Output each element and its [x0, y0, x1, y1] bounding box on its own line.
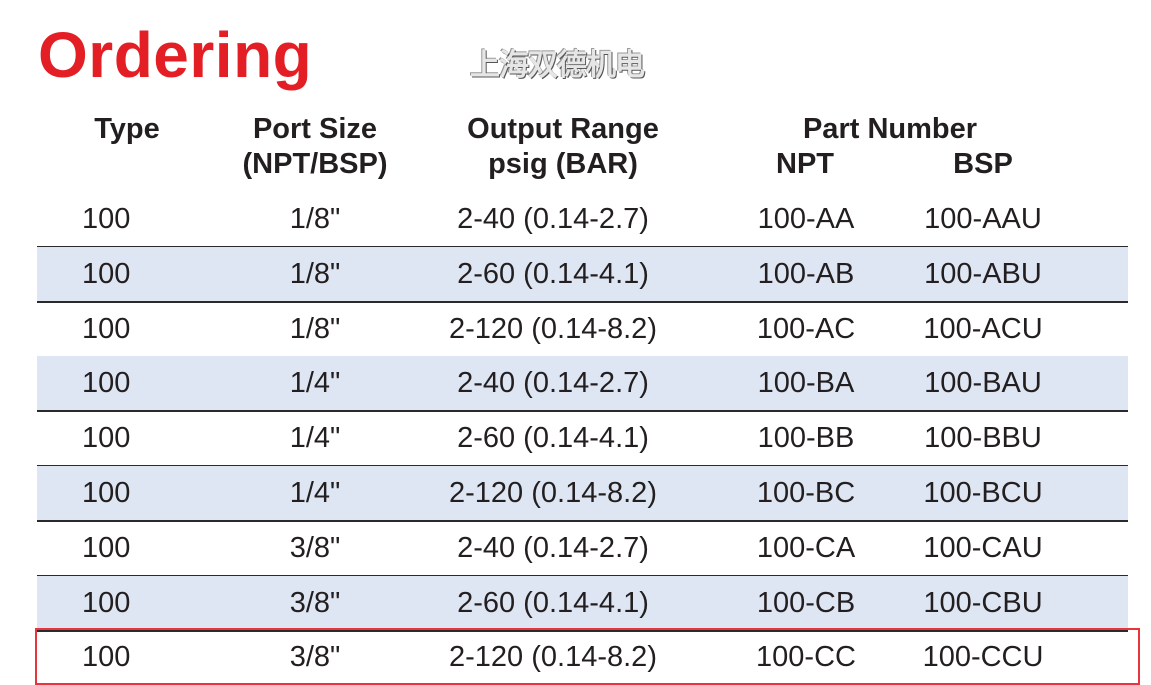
- cell-type: 100: [82, 367, 131, 400]
- cell-port-size: 3/8": [289, 586, 341, 619]
- cell-output-range: 2-120 (0.14-8.2): [449, 641, 657, 674]
- cell-npt-part: 100-CC: [756, 641, 856, 674]
- cell-output-range: 2-120 (0.14-8.2): [449, 477, 657, 509]
- cell-npt-part: 100-AA: [757, 203, 855, 235]
- header-output-range-sub: psig (BAR): [488, 148, 638, 180]
- highlight-box: [35, 628, 1140, 685]
- table-row: 100 3/8" 2-40 (0.14-2.7) 100-CA 100-CAU: [37, 521, 1128, 577]
- header-port-size: Port Size (NPT/BSP): [215, 112, 415, 182]
- cell-output-range: 2-60 (0.14-4.1): [457, 257, 649, 290]
- header-port-size-label: Port Size: [252, 113, 378, 145]
- cell-type: 100: [82, 422, 131, 455]
- header-type: Type: [94, 113, 160, 145]
- cell-port-size: 1/8": [289, 312, 341, 345]
- table-row: 100 3/8" 2-60 (0.14-4.1) 100-CB 100-CBU: [37, 575, 1128, 632]
- header-npt: NPT: [776, 148, 834, 180]
- cell-bsp-part: 100-BAU: [924, 367, 1042, 400]
- cell-type: 100: [82, 641, 131, 674]
- header-part-number: Part Number: [802, 113, 978, 145]
- cell-bsp-part: 100-CAU: [923, 531, 1043, 564]
- header-output-range-label: Output Range: [467, 113, 659, 145]
- cell-npt-part: 100-CA: [756, 531, 856, 564]
- cell-type: 100: [82, 586, 131, 619]
- table-row: 100 1/8" 2-40 (0.14-2.7) 100-AA 100-AAU: [37, 192, 1128, 248]
- table-row: 100 1/8" 2-60 (0.14-4.1) 100-AB 100-ABU: [37, 246, 1128, 303]
- table-row: 100 1/4" 2-60 (0.14-4.1) 100-BB 100-BBU: [37, 411, 1128, 468]
- cell-output-range: 2-40 (0.14-2.7): [457, 531, 649, 564]
- cell-bsp-part: 100-CCU: [922, 641, 1044, 674]
- table-row: 100 3/8" 2-120 (0.14-8.2) 100-CC 100-CCU: [37, 630, 1128, 684]
- watermark: 上海双德机电: [470, 49, 645, 82]
- cell-type: 100: [82, 531, 131, 564]
- table-row: 100 1/4" 2-40 (0.14-2.7) 100-BA 100-BAU: [37, 356, 1128, 413]
- cell-port-size: 1/8": [289, 203, 341, 235]
- cell-output-range: 2-40 (0.14-2.7): [457, 203, 649, 235]
- cell-type: 100: [82, 257, 131, 290]
- cell-bsp-part: 100-ABU: [924, 257, 1042, 290]
- cell-npt-part: 100-BC: [756, 477, 856, 509]
- cell-type: 100: [82, 312, 131, 345]
- cell-output-range: 2-120 (0.14-8.2): [449, 312, 657, 345]
- cell-bsp-part: 100-BBU: [924, 422, 1042, 455]
- cell-npt-part: 100-CB: [756, 586, 856, 619]
- header-port-size-sub: (NPT/BSP): [242, 148, 388, 180]
- cell-port-size: 1/4": [289, 422, 341, 455]
- header-bsp: BSP: [953, 148, 1013, 180]
- cell-npt-part: 100-AC: [756, 312, 856, 345]
- cell-output-range: 2-60 (0.14-4.1): [457, 586, 649, 619]
- cell-port-size: 1/8": [289, 257, 341, 290]
- cell-port-size: 1/4": [289, 367, 341, 400]
- cell-npt-part: 100-BB: [757, 422, 855, 455]
- cell-type: 100: [82, 477, 131, 509]
- cell-output-range: 2-60 (0.14-4.1): [457, 422, 649, 455]
- cell-type: 100: [82, 203, 131, 235]
- cell-npt-part: 100-AB: [757, 257, 855, 290]
- cell-bsp-part: 100-ACU: [923, 312, 1043, 345]
- header-output-range: Output Range psig (BAR): [423, 112, 703, 182]
- cell-output-range: 2-40 (0.14-2.7): [457, 367, 649, 400]
- cell-bsp-part: 100-AAU: [924, 203, 1042, 235]
- cell-port-size: 1/4": [289, 477, 341, 509]
- cell-npt-part: 100-BA: [757, 367, 855, 400]
- cell-port-size: 3/8": [289, 531, 341, 564]
- page-title: Ordering: [38, 19, 313, 91]
- cell-bsp-part: 100-BCU: [923, 477, 1043, 509]
- cell-port-size: 3/8": [289, 641, 341, 674]
- table-row: 100 1/8" 2-120 (0.14-8.2) 100-AC 100-ACU: [37, 302, 1128, 358]
- table-row: 100 1/4" 2-120 (0.14-8.2) 100-BC 100-BCU: [37, 466, 1128, 522]
- cell-bsp-part: 100-CBU: [923, 586, 1043, 619]
